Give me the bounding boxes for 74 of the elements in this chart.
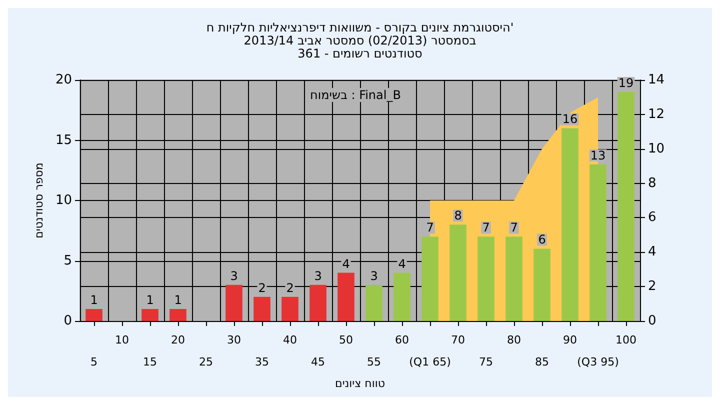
data-label: 19 (618, 76, 634, 90)
bar (478, 236, 494, 321)
data-label: 8 (454, 208, 462, 223)
data-label: 3 (314, 268, 322, 283)
data-label: 13 (590, 148, 606, 162)
data-label: 1 (174, 292, 182, 307)
bar (590, 164, 606, 321)
x-tick-label: 90 (563, 334, 577, 346)
y-tick-label: 0 (64, 314, 72, 328)
data-label: 7 (510, 220, 518, 235)
chart-title: היסטוגרמת ציונים בקורס - משוואות דיפרנציאליות חלקיות ח' (206, 20, 514, 34)
y2-tick-label: 2 (648, 279, 656, 294)
chart-subtitle: בסמסטר (02/2013) סמסטר אביב 2013/14 סטודנטים רשומים - 361 (244, 34, 476, 60)
data-label: 3 (230, 268, 238, 283)
x-tick-label: 20 (171, 334, 185, 346)
data-label: 4 (342, 256, 350, 271)
annotation: בשימוח : Final_B (310, 88, 401, 102)
data-label: 7 (482, 220, 490, 235)
data-label: 6 (538, 232, 546, 247)
bar (170, 308, 186, 321)
bar (226, 284, 242, 321)
bar (450, 224, 466, 321)
bar (282, 296, 298, 321)
bar (618, 92, 634, 321)
x-tick-label: 35 (255, 356, 269, 368)
bar (310, 284, 326, 321)
data-label: 3 (370, 268, 378, 283)
x-tick-label: 5 (90, 356, 98, 368)
x-tick-label: 45 (311, 356, 325, 368)
y2-tick-label: 4 (648, 244, 656, 260)
data-label: 1 (146, 292, 154, 307)
bar (506, 236, 522, 321)
y-tick-label: 5 (64, 253, 72, 268)
x-tick-label: 80 (507, 334, 521, 346)
y-tick-label: 10 (55, 193, 72, 208)
y2-tick-label: 12 (648, 106, 665, 122)
y-tick-label: 20 (55, 72, 72, 88)
x-tick-label: 70 (451, 334, 465, 346)
data-label: 4 (398, 256, 406, 271)
x-tick-label: 85 (535, 356, 549, 368)
y2-tick-label: 10 (648, 141, 665, 156)
data-label: 2 (286, 280, 294, 295)
x-tick-label: 100 (616, 334, 636, 346)
x-axis-title: טווח ציונים (335, 376, 385, 390)
bar (562, 128, 578, 321)
x-tick-label: 75 (479, 356, 493, 368)
bar (366, 284, 382, 321)
data-label: 7 (426, 220, 434, 235)
x-tick-label: (Q3 95) (577, 356, 619, 368)
x-tick-label: 50 (339, 334, 353, 346)
bar (338, 272, 354, 321)
y2-tick-label: 0 (648, 314, 656, 328)
data-label: 2 (258, 280, 266, 295)
y-axis-title: מספר סטודנטים (32, 162, 46, 238)
bar (394, 272, 410, 321)
y2-tick-label: 6 (648, 210, 656, 226)
y-tick-label: 15 (55, 132, 72, 148)
bar (534, 248, 550, 321)
x-tick-label: (Q1 65) (409, 356, 451, 368)
data-label: 1 (90, 292, 98, 307)
y2-tick-label: 14 (648, 72, 665, 88)
x-tick-label: 15 (143, 356, 157, 368)
bar (422, 236, 438, 321)
y2-tick-label: 8 (648, 176, 656, 191)
x-tick-label: 10 (115, 334, 129, 346)
x-tick-label: 60 (395, 334, 409, 346)
bar (86, 308, 102, 321)
bar (142, 308, 158, 321)
bar (254, 296, 270, 321)
x-tick-label: 55 (367, 356, 381, 368)
data-label: 16 (562, 112, 578, 126)
x-tick-label: 25 (199, 356, 213, 368)
x-tick-label: 30 (227, 334, 241, 346)
x-tick-label: 40 (283, 334, 297, 346)
